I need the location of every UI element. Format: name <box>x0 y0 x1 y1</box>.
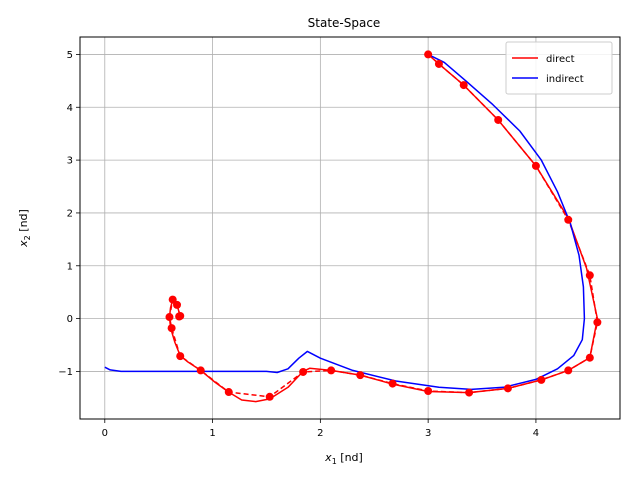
y-axis-var: x <box>17 240 30 248</box>
x-axis-unit: [nd] <box>337 451 363 464</box>
data-point <box>224 388 233 397</box>
x-axis-subscript: 1 <box>332 457 337 466</box>
data-point <box>167 324 176 333</box>
x-axis-title: x1 [nd] <box>324 451 363 466</box>
y-axis-subscript: 2 <box>23 235 32 240</box>
legend-label-indirect: indirect <box>546 74 584 85</box>
y-tick-label: 3 <box>67 156 73 167</box>
data-point <box>265 392 274 401</box>
series-line-indirect <box>104 53 586 391</box>
chart-title: State-Space <box>308 16 381 30</box>
data-point <box>434 59 443 68</box>
y-tick-label: 4 <box>67 103 73 114</box>
plot-area <box>104 53 599 403</box>
y-axis-ticks: −1 0 1 2 3 4 5 <box>58 50 80 378</box>
y-axis-unit: [nd] <box>17 209 30 235</box>
data-point <box>531 161 540 170</box>
legend: direct indirect <box>505 41 613 95</box>
data-point <box>173 300 182 309</box>
plot-frame <box>79 36 621 420</box>
data-point <box>593 318 602 327</box>
data-point <box>564 215 573 224</box>
x-tick-label: 0 <box>102 428 108 439</box>
data-point <box>424 50 433 59</box>
data-point <box>356 371 365 380</box>
y-axis-title: x2 [nd] <box>17 209 32 248</box>
y-tick-label: 2 <box>67 208 73 219</box>
data-markers <box>165 50 602 401</box>
legend-box <box>505 41 613 95</box>
data-point <box>585 353 594 362</box>
data-point <box>165 313 174 322</box>
x-tick-label: 4 <box>533 428 539 439</box>
data-point <box>585 271 594 280</box>
series-line-direct <box>168 53 599 403</box>
data-point <box>196 366 205 375</box>
data-point <box>564 366 573 375</box>
x-tick-label: 3 <box>425 428 431 439</box>
data-point <box>327 366 336 375</box>
series-line-trace-1 <box>168 53 599 398</box>
data-point <box>537 375 546 384</box>
y-tick-label: −1 <box>58 367 73 378</box>
legend-label-direct: direct <box>546 54 575 65</box>
data-point <box>175 312 184 321</box>
x-tick-label: 2 <box>317 428 323 439</box>
x-axis-var: x <box>324 451 332 464</box>
data-point <box>503 384 512 393</box>
data-point <box>494 115 503 124</box>
x-tick-label: 1 <box>209 428 215 439</box>
data-point <box>465 388 474 397</box>
y-tick-label: 5 <box>67 50 73 61</box>
x-axis-ticks: 0 1 2 3 4 <box>102 419 539 439</box>
data-point <box>459 81 468 90</box>
data-point <box>168 295 177 304</box>
data-point <box>176 352 185 361</box>
data-point <box>388 379 397 388</box>
data-point <box>424 386 433 395</box>
data-point <box>299 367 308 376</box>
y-tick-label: 0 <box>67 314 73 325</box>
y-tick-label: 1 <box>67 261 73 272</box>
